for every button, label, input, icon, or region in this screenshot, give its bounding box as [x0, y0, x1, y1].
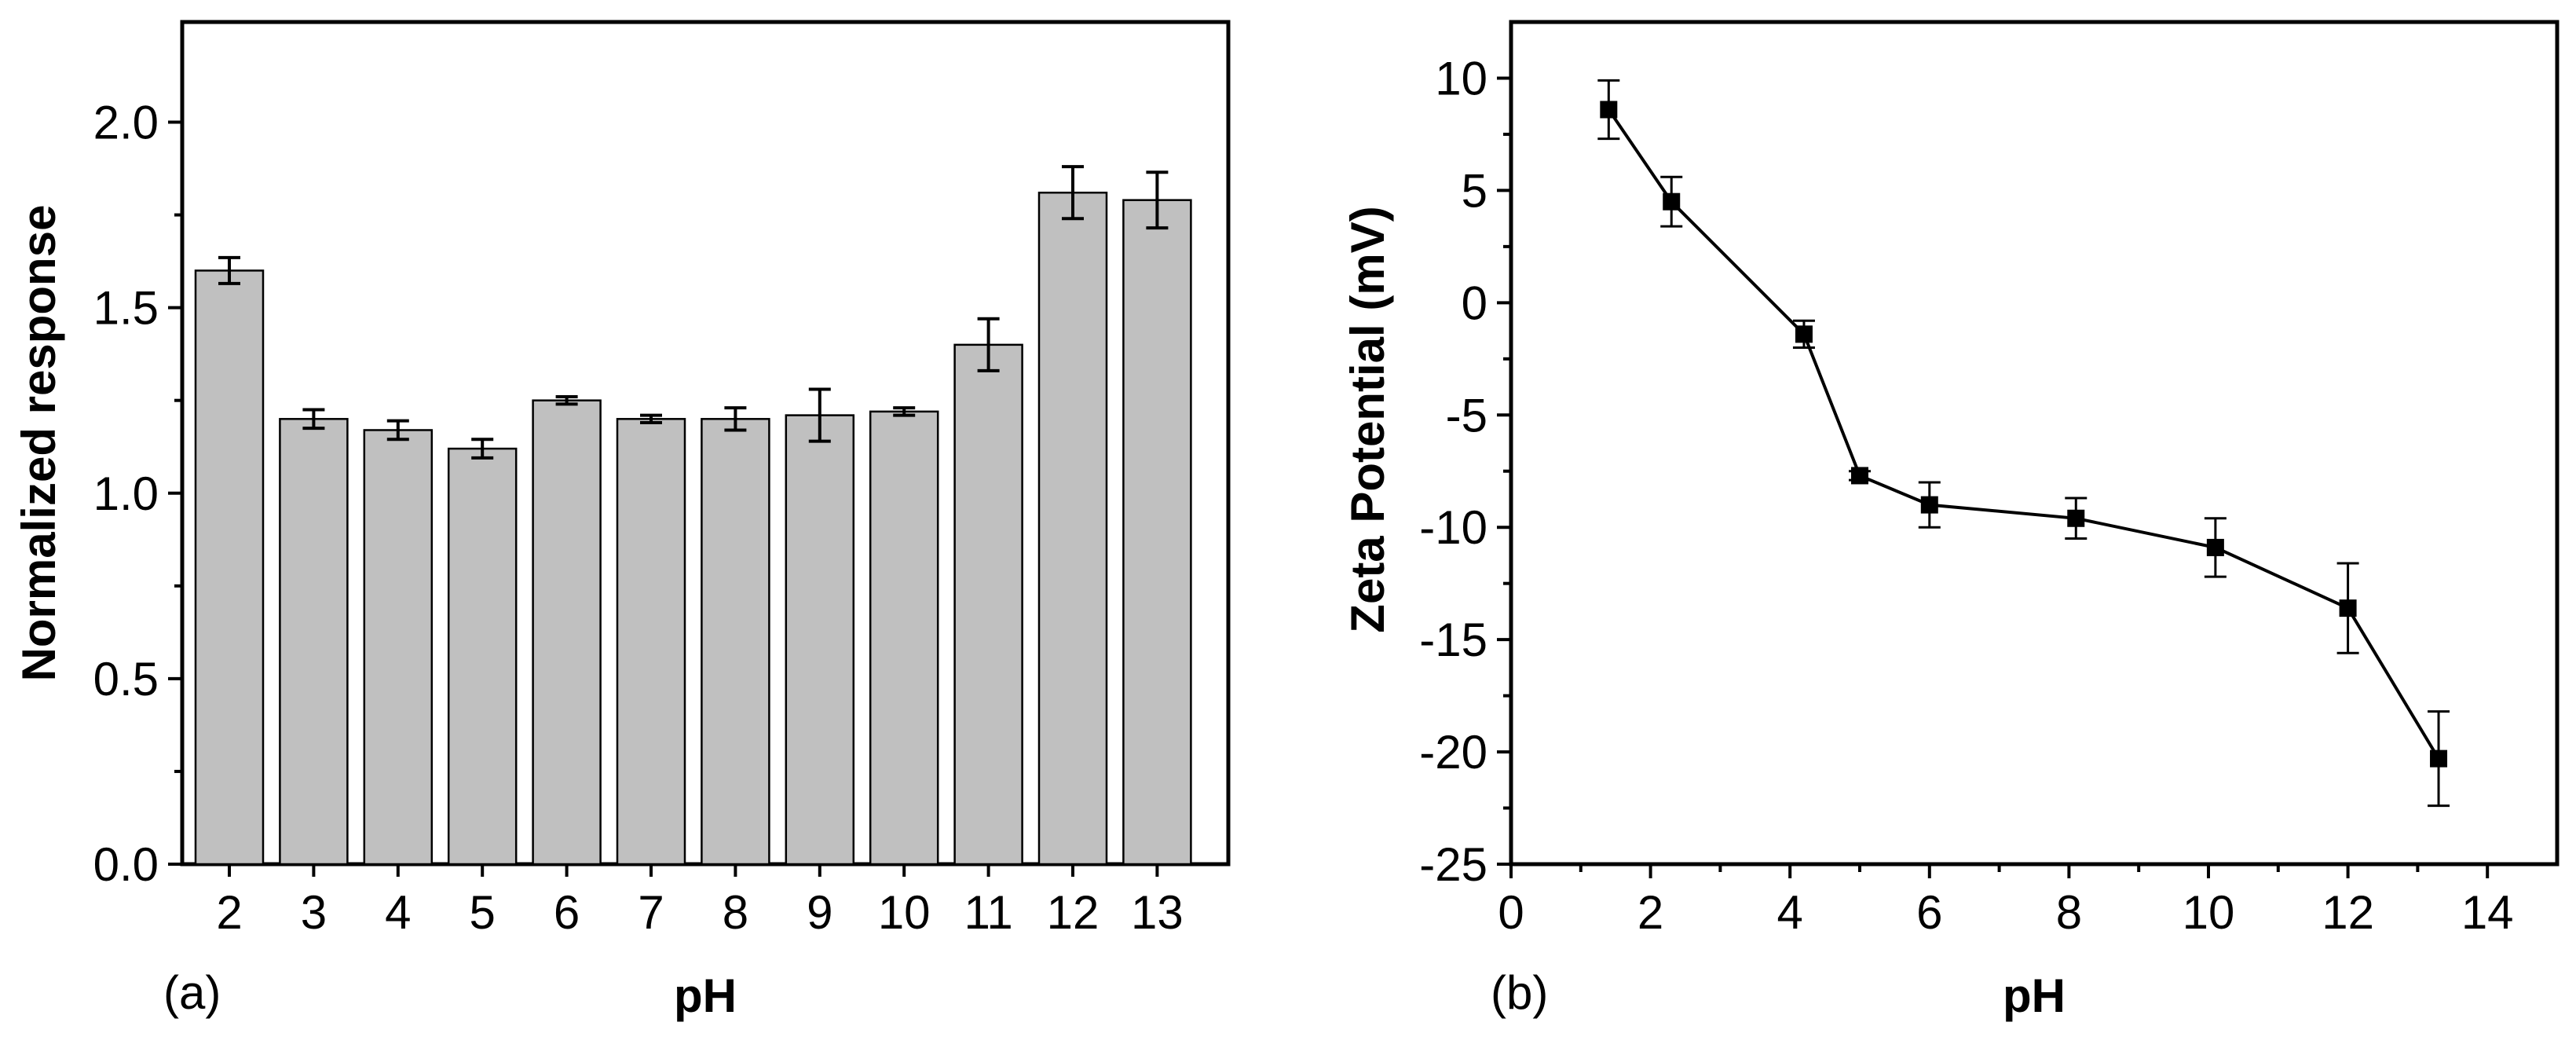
x-tick-label: 2	[1637, 886, 1663, 939]
bar-ph-9	[785, 414, 855, 866]
x-tick-label: 3	[301, 886, 327, 939]
y-tick-label: -10	[1419, 501, 1487, 554]
x-tick-label: 14	[2461, 886, 2514, 939]
data-point-7	[2206, 538, 2224, 556]
data-point-9	[2430, 749, 2448, 768]
bar-ph-6	[532, 399, 602, 866]
panel-b-x-axis: 0 2 4 6 8 10 12 14	[1498, 864, 2514, 939]
error-bar-ph-8	[724, 406, 747, 432]
error-bar-ph-11	[977, 317, 1000, 372]
data-point-6	[2067, 509, 2085, 527]
bar-ph-3	[279, 418, 349, 866]
x-tick-label: 8	[2056, 886, 2082, 939]
panel-b-label: (b)	[1491, 966, 1548, 1019]
x-tick-label: 8	[723, 886, 748, 939]
panel-a-x-axis-title: pH	[674, 969, 737, 1022]
x-tick-label: 11	[964, 886, 1012, 939]
x-tick-label: 9	[807, 886, 832, 939]
x-tick-label: 5	[470, 886, 496, 939]
x-tick-label: 10	[878, 886, 931, 939]
panel-a-error-bars	[218, 165, 1169, 460]
x-tick-label: 10	[2183, 886, 2235, 939]
x-tick-label: 0	[1498, 886, 1524, 939]
y-tick-label: 2.0	[93, 97, 159, 149]
bar-ph-2	[194, 269, 265, 866]
y-tick-label: 0	[1462, 277, 1487, 329]
panel-a-label: (a)	[163, 966, 221, 1019]
panel-b-series-line	[1607, 108, 2440, 760]
y-tick-label: 1.5	[93, 282, 159, 335]
bar-ph-12	[1037, 191, 1108, 866]
data-point-4	[1851, 467, 1868, 485]
panel-b-error-bars	[1597, 79, 2450, 808]
bar-ph-8	[701, 418, 770, 866]
y-tick-label: -25	[1419, 838, 1487, 891]
bar-ph-13	[1122, 199, 1192, 866]
panel-a-bars	[194, 191, 1192, 866]
y-tick-label: -15	[1419, 614, 1487, 666]
y-tick-label: 5	[1462, 164, 1487, 217]
bar-ph-4	[363, 429, 434, 866]
bar-ph-11	[953, 343, 1023, 866]
bar-ph-10	[869, 410, 939, 866]
y-tick-label: 0.0	[93, 838, 159, 891]
panel-b-line-chart: 10 5 0 -5 -10 -15 -20 -25 0 2 4 6 8 10 12 14 Zeta Pote…	[1341, 20, 2560, 1022]
panel-b-x-axis-title: pH	[2003, 969, 2066, 1022]
x-tick-label: 7	[638, 886, 664, 939]
panel-b-y-axis-title: Zeta Potential (mV)	[1341, 206, 1394, 632]
x-tick-label: 12	[2322, 886, 2374, 939]
data-point-5	[1920, 496, 1938, 514]
bar-ph-7	[616, 418, 686, 866]
panel-a-bar-chart: 0.0 0.5 1.0 1.5 2.0 2 3 4 5 6 7 8 9 10 11 12 13 Normali…	[13, 20, 1231, 1022]
data-point-2	[1663, 192, 1681, 211]
panel-b-plot-frame	[1509, 20, 2560, 867]
y-tick-label: -20	[1419, 726, 1487, 779]
x-tick-label: 6	[554, 886, 580, 939]
error-bar-ph-12	[1062, 165, 1084, 221]
x-tick-label: 4	[1777, 886, 1803, 939]
error-bar-ph-6	[555, 394, 578, 406]
panel-b-y-axis: 10 5 0 -5 -10 -15 -20 -25	[1419, 52, 1511, 891]
data-point-3	[1795, 325, 1813, 343]
x-tick-label: 6	[1916, 886, 1942, 939]
y-tick-label: 1.0	[93, 467, 159, 520]
error-bar-ph-2	[218, 255, 240, 285]
y-tick-label: 0.5	[93, 653, 159, 705]
data-point-8	[2339, 599, 2357, 617]
x-tick-label: 2	[216, 886, 242, 939]
panel-b-markers	[1600, 101, 2448, 768]
error-bar-ph-10	[893, 406, 916, 417]
bar-ph-5	[447, 447, 518, 866]
error-bar-ph-7	[640, 413, 662, 425]
error-bar-ph-9	[808, 387, 831, 443]
y-tick-label: 10	[1435, 52, 1487, 104]
error-bar-ph-4	[386, 419, 409, 442]
error-bar-ph-13	[1146, 170, 1169, 230]
y-tick-label: -5	[1446, 389, 1487, 442]
x-tick-label: 12	[1047, 886, 1100, 939]
error-bar-ph-5	[471, 438, 494, 460]
panel-a-x-axis: 2 3 4 5 6 7 8 9 10 11 12 13	[216, 864, 1184, 939]
x-tick-label: 4	[385, 886, 411, 939]
panel-a-y-axis-title: Normalized response	[13, 205, 65, 682]
panel-a-y-axis: 0.0 0.5 1.0 1.5 2.0	[93, 97, 182, 891]
data-point-1	[1600, 101, 1618, 119]
error-bar-ph-3	[302, 408, 325, 431]
x-tick-label: 13	[1131, 886, 1184, 939]
